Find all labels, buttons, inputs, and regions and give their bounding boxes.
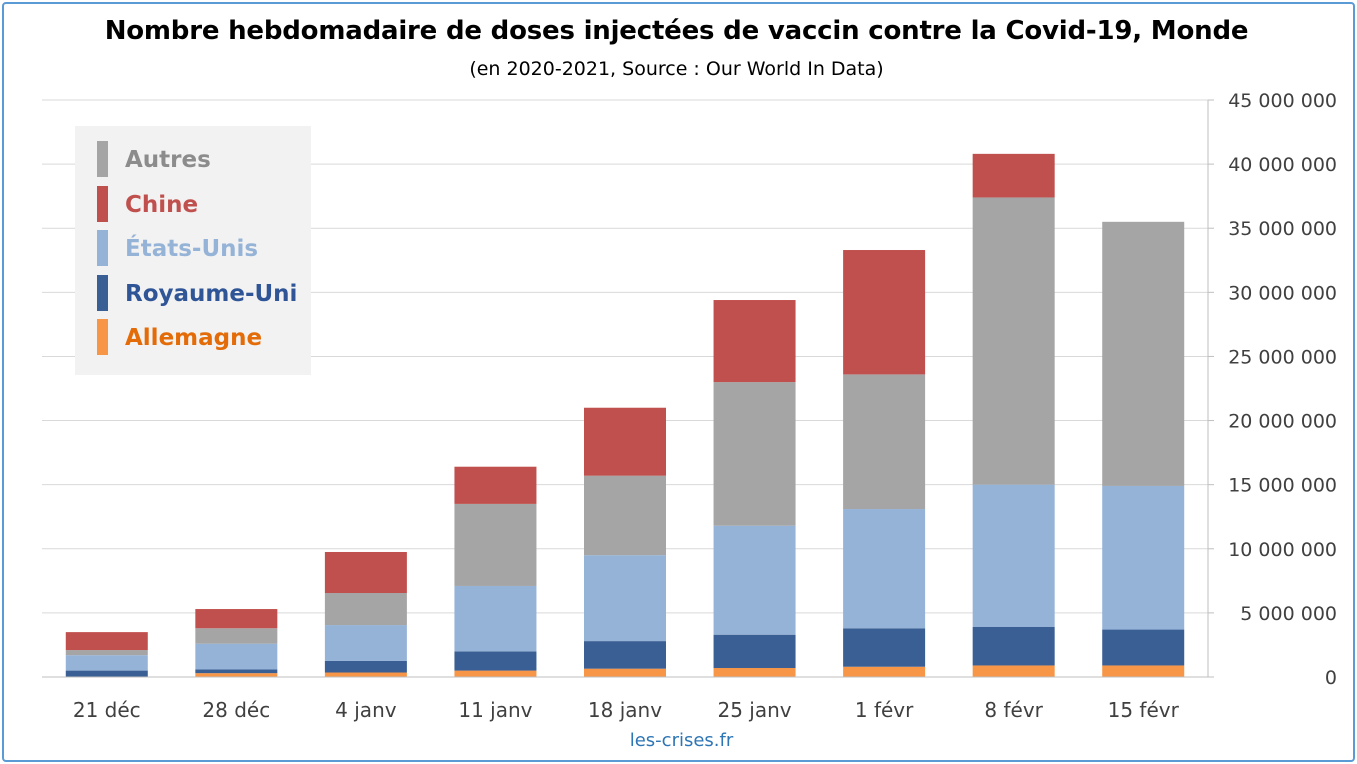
- y-tick-label: 5 000 000: [1240, 603, 1337, 625]
- x-tick-label: 15 févr: [1108, 698, 1180, 722]
- legend-swatch: [97, 141, 108, 177]
- legend-label: Chine: [125, 191, 199, 218]
- x-tick-label: 21 déc: [73, 698, 141, 722]
- legend-label: États-Unis: [125, 236, 259, 262]
- y-tick-label: 10 000 000: [1228, 539, 1337, 561]
- bar-segment: [584, 407, 666, 476]
- y-tick-label: 20 000 000: [1228, 411, 1337, 433]
- x-tick-label: 1 févr: [855, 698, 914, 722]
- legend-swatch: [97, 319, 108, 355]
- bar-segment: [454, 503, 537, 586]
- bar-segment: [1102, 665, 1185, 677]
- legend-label: Allemagne: [125, 325, 263, 351]
- chart-subtitle: (en 2020-2021, Source : Our World In Dat…: [469, 58, 884, 80]
- bar-segment: [324, 551, 407, 594]
- x-tick-label: 8 févr: [984, 698, 1043, 722]
- bar-segment: [1102, 485, 1185, 630]
- bar-segment: [843, 666, 926, 677]
- bar-segment: [584, 641, 666, 669]
- legend-label: Autres: [125, 147, 211, 173]
- legend-label: Royaume-Uni: [125, 280, 298, 307]
- x-tick-label: 28 déc: [202, 698, 270, 722]
- bar-segment: [972, 665, 1055, 677]
- bar-segment: [972, 626, 1055, 666]
- bar-segment: [65, 655, 148, 671]
- legend: Autres Chine États-Unis Royaume-Uni Allemagn…: [75, 126, 311, 375]
- bar-segment: [454, 651, 537, 671]
- x-tick-label: 4 janv: [335, 698, 397, 722]
- legend-swatch: [97, 230, 108, 266]
- bar-segment: [324, 660, 407, 673]
- y-tick-label: 40 000 000: [1228, 154, 1337, 176]
- bar-segment: [324, 672, 407, 677]
- y-tick-label: 0: [1325, 667, 1337, 689]
- bar-segment: [1102, 221, 1185, 486]
- y-tick-label: 35 000 000: [1228, 218, 1337, 240]
- x-tick-label: 25 janv: [717, 698, 791, 722]
- legend-swatch: [97, 274, 108, 311]
- y-tick-label: 25 000 000: [1228, 346, 1337, 368]
- bar-segment: [65, 632, 148, 651]
- bar-segment: [195, 673, 278, 677]
- bar-segment: [713, 668, 796, 677]
- bar-segment: [584, 475, 666, 556]
- bar-segment: [584, 668, 666, 677]
- bar-segment: [584, 555, 666, 642]
- bar-segment: [195, 609, 278, 629]
- bar-segment: [713, 300, 796, 383]
- bar-segment: [843, 374, 926, 510]
- y-tick-label: 15 000 000: [1228, 475, 1337, 497]
- bar-segment: [972, 197, 1055, 485]
- bar-segment: [972, 484, 1055, 627]
- bar-segment: [65, 670, 148, 677]
- bar-segment: [454, 670, 537, 677]
- bar-segment: [843, 628, 926, 667]
- bar-segment: [324, 593, 407, 626]
- x-tick-label: 11 janv: [458, 698, 532, 722]
- legend-swatch: [97, 185, 108, 222]
- bar-segment: [713, 525, 796, 635]
- bar-segment: [843, 250, 926, 375]
- y-tick-label: 30 000 000: [1228, 282, 1337, 304]
- bar-segment: [843, 509, 926, 629]
- bar-segment: [195, 643, 278, 670]
- bar-segment: [972, 153, 1055, 198]
- bar-segment: [1102, 629, 1185, 666]
- source-credit: les-crises.fr: [629, 730, 734, 751]
- bar-segment: [324, 625, 407, 661]
- bar-segment: [195, 669, 278, 674]
- bar-segment: [713, 382, 796, 526]
- bar-segment: [713, 634, 796, 669]
- y-tick-label: 45 000 000: [1228, 90, 1337, 112]
- x-tick-label: 18 janv: [588, 698, 662, 722]
- bar-segment: [195, 628, 278, 644]
- bar-segment: [454, 585, 537, 652]
- bar-segment: [454, 466, 537, 504]
- chart-title: Nombre hebdomadaire de doses injectées d…: [104, 16, 1249, 46]
- bar-segment: [65, 650, 148, 656]
